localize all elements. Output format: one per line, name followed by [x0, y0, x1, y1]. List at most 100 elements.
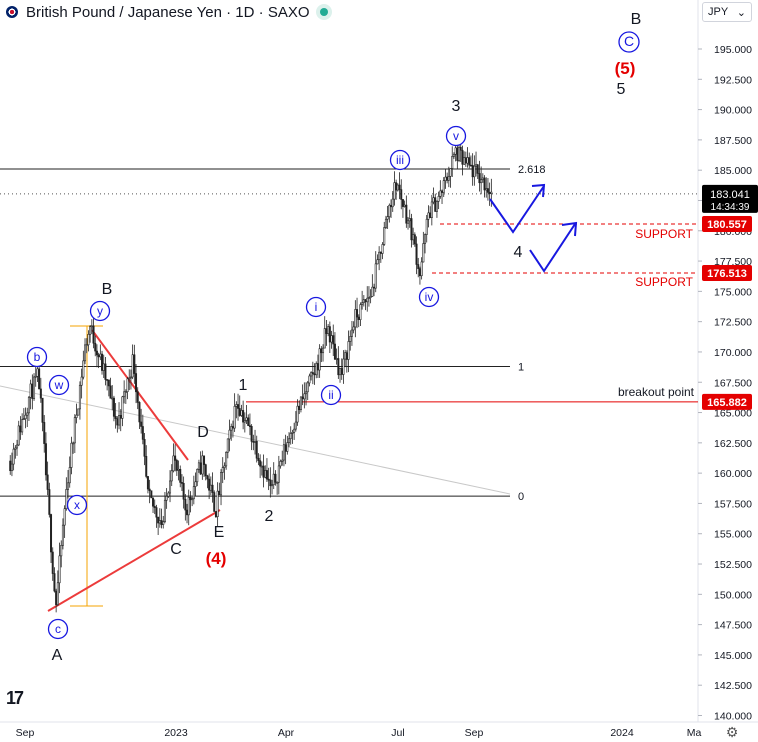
- candle-body: [153, 505, 156, 508]
- candle-body: [201, 455, 204, 475]
- candle-body: [80, 376, 83, 386]
- candle-body: [182, 482, 185, 500]
- candle-body: [106, 379, 109, 381]
- candle-body: [345, 352, 348, 360]
- y-tick-label: 190.000: [714, 105, 752, 117]
- candle-body: [138, 402, 141, 423]
- candle-body: [162, 521, 165, 525]
- candle-body: [220, 472, 223, 496]
- wave-label-red: (4): [206, 549, 227, 568]
- candle-body: [463, 157, 466, 165]
- candle-body: [60, 545, 63, 557]
- candle-body: [245, 417, 248, 421]
- candle-body: [325, 328, 328, 334]
- candle-body: [371, 286, 374, 297]
- candle-body: [150, 490, 153, 499]
- candle-body: [425, 218, 428, 235]
- candle-body: [73, 417, 76, 444]
- candle-body: [298, 405, 301, 411]
- candle-body: [63, 508, 66, 526]
- candle-body: [114, 416, 117, 419]
- y-tick-label: 165.000: [714, 408, 752, 420]
- candle-body: [420, 261, 423, 277]
- candle-body: [131, 354, 134, 378]
- candle-body: [172, 455, 175, 472]
- candle-body: [146, 476, 149, 490]
- y-tick-label: 140.000: [714, 711, 752, 723]
- candle-body: [92, 325, 95, 344]
- candle-body: [179, 468, 182, 483]
- price-tag-support: [702, 265, 752, 282]
- candle-body: [109, 385, 112, 399]
- candle-body: [308, 375, 311, 384]
- y-tick-label: 192.500: [714, 74, 752, 86]
- candle-body: [221, 467, 224, 473]
- candle-body: [447, 176, 450, 181]
- currency-label: JPY: [708, 6, 729, 18]
- candle-body: [381, 244, 384, 254]
- wave-label-blue: iv: [425, 290, 434, 304]
- price-tag-support-value: 180.557: [707, 219, 747, 231]
- candle-body: [475, 164, 478, 167]
- candle-body: [401, 199, 404, 207]
- wave-circle: [66, 494, 88, 516]
- candle-body: [306, 382, 309, 393]
- candle-body: [361, 302, 364, 305]
- candle-body: [473, 165, 476, 178]
- candle-body: [128, 377, 131, 380]
- candle-body: [247, 417, 250, 426]
- candle-body: [135, 373, 138, 393]
- gear-icon[interactable]: ⚙: [725, 724, 739, 740]
- candle-body: [277, 465, 280, 483]
- candle-body: [471, 165, 474, 178]
- tradingview-logo-icon[interactable]: 17: [6, 688, 24, 708]
- candle-body: [262, 465, 265, 478]
- candle-body: [410, 218, 413, 241]
- wave-label-black: 5: [617, 81, 626, 98]
- currency-selector[interactable]: JPY ⌄: [702, 2, 752, 22]
- y-tick-label: 162.500: [714, 438, 752, 450]
- candle-body: [333, 343, 336, 360]
- candle-body: [33, 376, 36, 399]
- candle-body: [398, 184, 401, 190]
- wave-label-black: 4: [514, 244, 523, 261]
- candle-body: [456, 147, 459, 161]
- wave-label-blue: i: [315, 300, 318, 314]
- candle-body: [322, 347, 325, 354]
- candle-body: [356, 309, 359, 318]
- candle-body: [335, 358, 338, 360]
- fib-label-1: 1: [518, 361, 524, 373]
- candle-body: [191, 498, 194, 501]
- candle-body: [22, 418, 25, 421]
- candle-body: [19, 425, 22, 433]
- candle-body: [10, 463, 13, 472]
- candle-body: [68, 467, 71, 484]
- candle-body: [223, 465, 226, 468]
- wave-label-blue: y: [97, 304, 103, 318]
- candle-body: [186, 509, 189, 516]
- candle-body: [97, 354, 100, 358]
- candle-body: [320, 348, 323, 354]
- candle-body: [89, 326, 92, 335]
- candle-body: [318, 348, 321, 371]
- y-tick-label: 195.000: [714, 44, 752, 56]
- candle-body: [413, 234, 416, 245]
- candle-body: [490, 191, 493, 194]
- price-tag-last-time: 14:34:39: [711, 202, 750, 213]
- y-tick-label: 167.500: [714, 377, 752, 389]
- candle-body: [55, 590, 58, 606]
- y-tick-label: 150.000: [714, 589, 752, 601]
- candle-body: [393, 182, 396, 200]
- candle-body: [199, 462, 202, 475]
- candle-body: [405, 204, 408, 224]
- candle-body: [231, 426, 234, 429]
- chevron-down-icon: ⌄: [736, 6, 746, 19]
- candle-body: [332, 335, 335, 345]
- wave-label-black: C: [170, 541, 182, 558]
- candle-body: [84, 344, 87, 362]
- candle-body: [429, 212, 432, 218]
- candle-body: [367, 297, 370, 299]
- candle-body: [34, 375, 37, 378]
